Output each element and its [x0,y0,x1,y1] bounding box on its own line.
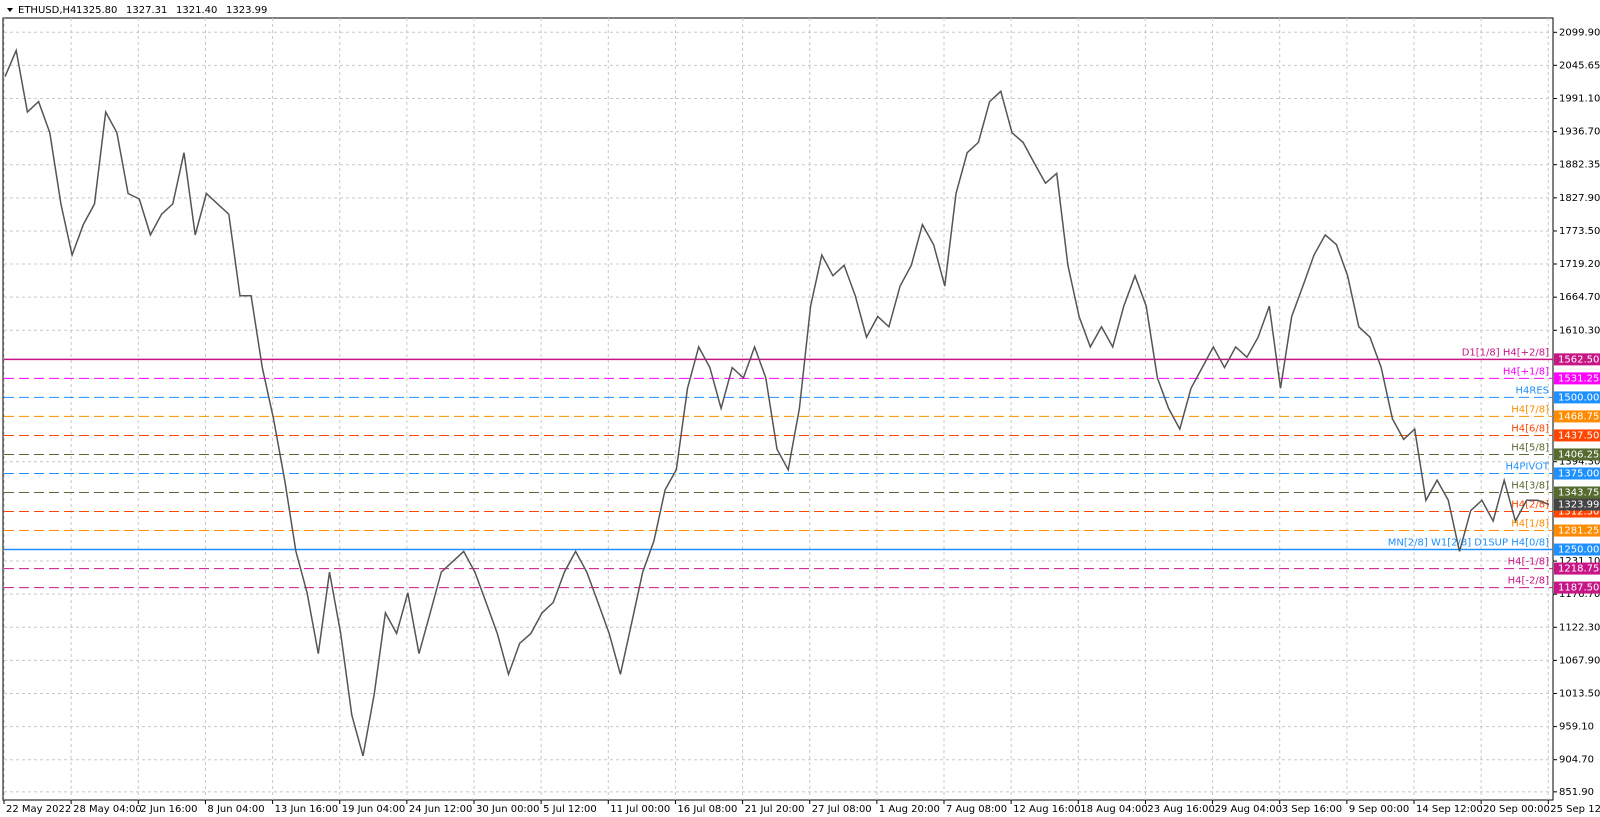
level-tag-label: 1468.75 [1558,411,1599,422]
x-tick-label: 1 Aug 20:00 [879,804,940,815]
y-tick-label: 1773.50 [1559,226,1600,237]
y-tick-label: 1067.90 [1559,655,1600,666]
y-tick-label: 1936.70 [1559,127,1600,138]
level-tag [1554,391,1600,404]
y-tick-label: 1664.70 [1559,292,1600,303]
level-tag-label: 1187.50 [1558,583,1599,594]
y-tick-label: 1394.30 [1559,457,1600,468]
x-tick-label: 19 Jun 04:00 [342,804,406,815]
level-label: H4[3/8] [1511,481,1549,492]
y-tick-label: 1991.10 [1559,94,1600,105]
ohlc-value: 1321.40 [176,5,217,16]
ohlc-value: 1327.31 [126,5,167,16]
level-label: H4[5/8] [1511,442,1549,453]
y-tick-label: 1231.10 [1559,556,1600,567]
y-tick-label: 2099.90 [1559,27,1600,38]
x-tick-label: 13 Jun 16:00 [275,804,339,815]
level-label: H4[-2/8] [1508,576,1549,587]
level-tag-label: 1406.25 [1558,449,1599,460]
level-label: MN[2/8] W1[2/8] D1SUP H4[0/8] [1388,538,1549,549]
y-tick-label: 1882.35 [1559,160,1600,171]
level-tag [1554,467,1600,480]
current-price-tag [1554,498,1600,511]
level-tag-label: 1281.25 [1558,526,1599,537]
level-label: H4RES [1516,385,1550,396]
x-tick-label: 28 May 04:00 [73,804,142,815]
y-tick-label: 1013.50 [1559,688,1600,699]
x-tick-label: 25 Sep 12:00 [1550,804,1600,815]
level-tag-label: 1562.50 [1558,354,1599,365]
level-label: H4[2/8] [1511,500,1549,511]
plot-frame [2,17,1554,801]
x-tick-label: 29 Aug 04:00 [1215,804,1282,815]
y-tick-label: 1610.30 [1559,325,1600,336]
level-tag-label: 1437.50 [1558,430,1599,441]
x-tick-label: 8 Jun 04:00 [207,804,264,815]
symbol: ETHUSD,H4 [18,5,76,16]
x-tick-label: 7 Aug 08:00 [946,804,1007,815]
y-tick-label: 1719.20 [1559,259,1600,270]
level-tag [1554,410,1600,423]
level-tag-label: 1531.25 [1558,373,1599,384]
y-tick-label: 1122.30 [1559,622,1600,633]
x-tick-label: 12 Aug 16:00 [1013,804,1080,815]
x-tick-label: 9 Sep 00:00 [1349,804,1409,815]
level-tag [1554,562,1600,575]
level-label: H4[7/8] [1511,404,1549,415]
x-tick-label: 23 Aug 16:00 [1147,804,1214,815]
y-tick-label: 1827.90 [1559,193,1600,204]
level-tag-label: 1375.00 [1558,468,1599,479]
price-line [4,47,1550,757]
level-label: H4[6/8] [1511,423,1549,434]
x-tick-label: 22 May 2022 [6,804,71,815]
ohlc-value: 1323.99 [226,5,267,16]
x-tick-label: 21 Jul 20:00 [745,804,805,815]
level-label: H4PIVOT [1505,461,1549,472]
level-tag [1554,543,1600,556]
x-tick-label: 27 Jul 08:00 [812,804,872,815]
level-label: H4[1/8] [1511,519,1549,530]
level-tag [1554,524,1600,537]
level-tag [1554,372,1600,385]
level-tag-label: 1312.50 [1558,507,1599,518]
ohlc-value: 1325.80 [76,5,117,16]
level-tag-label: 1343.75 [1558,488,1599,499]
level-tag [1554,448,1600,461]
current-price-label: 1323.99 [1558,500,1599,511]
x-tick-label: 14 Sep 12:00 [1416,804,1483,815]
level-tag [1554,486,1600,499]
level-label: H4[+1/8] [1503,366,1549,377]
x-tick-label: 18 Aug 04:00 [1080,804,1147,815]
y-tick-label: 959.10 [1559,722,1594,733]
x-tick-label: 30 Jun 00:00 [476,804,540,815]
y-tick-label: 904.70 [1559,755,1594,766]
y-tick-label: 1176.70 [1559,589,1600,600]
x-tick-label: 3 Sep 16:00 [1282,804,1342,815]
level-label: D1[1/8] H4[+2/8] [1462,347,1549,358]
y-tick-label: 2045.65 [1559,60,1600,71]
x-tick-label: 24 Jun 12:00 [409,804,473,815]
x-tick-label: 5 Jul 12:00 [543,804,597,815]
level-tag-label: 1250.00 [1558,545,1599,556]
level-tag-label: 1500.00 [1558,392,1599,403]
x-tick-label: 11 Jul 00:00 [610,804,670,815]
level-label: H4[-1/8] [1508,557,1549,568]
symbol-arrow[interactable] [7,8,13,12]
level-tag-label: 1218.75 [1558,564,1599,575]
level-tag [1554,429,1600,442]
x-tick-label: 20 Sep 00:00 [1483,804,1550,815]
x-tick-label: 16 Jul 08:00 [677,804,737,815]
level-tag [1554,581,1600,594]
x-tick-label: 2 Jun 16:00 [140,804,197,815]
y-tick-label: 851.90 [1559,787,1594,798]
level-tag [1554,353,1600,366]
